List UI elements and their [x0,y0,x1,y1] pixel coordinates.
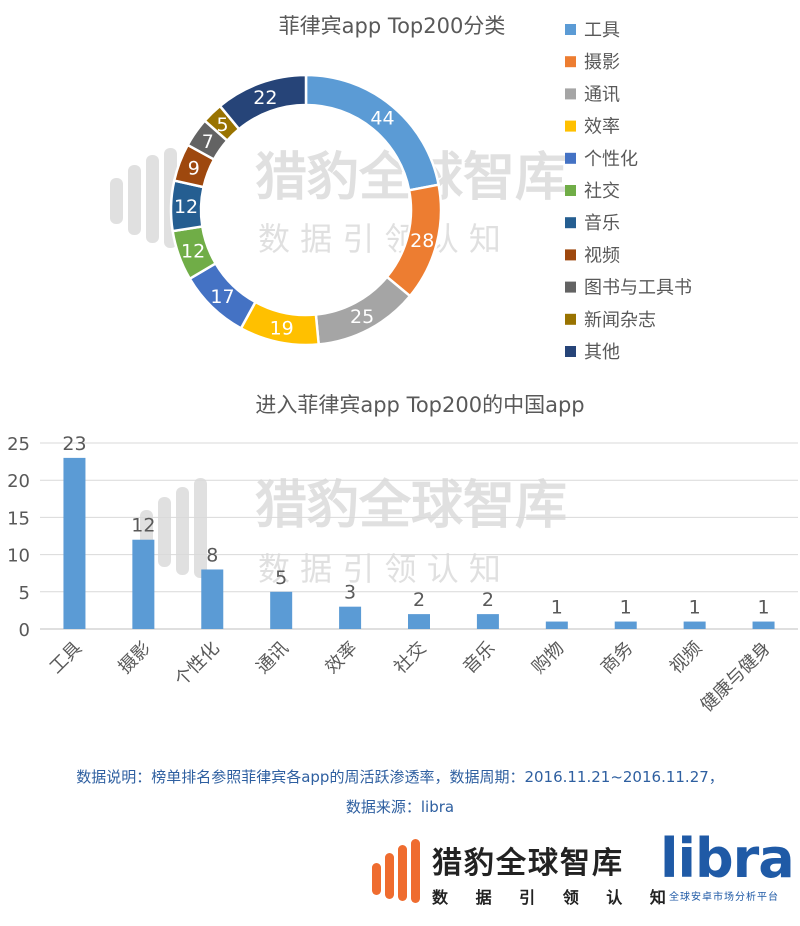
legend-swatch [565,152,576,164]
bar-value-label: 5 [275,567,287,589]
bar [408,614,430,629]
legend-label: 个性化 [584,149,638,170]
pie-slice-label: 19 [270,318,294,340]
bar-value-label: 1 [551,597,563,619]
bar [476,614,499,629]
libra-subtitle: 全球安卓市场分析平台 [669,892,779,903]
bar [545,621,568,629]
legend-label: 社交 [584,181,620,202]
bar-value-label: 12 [131,515,155,537]
pie-slice-label: 7 [202,131,214,153]
pie-slice-label: 12 [174,196,198,218]
watermark-name: 猎豹全球智库 [255,476,567,536]
bar [339,606,362,629]
pie-slice-label: 9 [188,158,200,180]
y-tick-label: 25 [7,434,30,455]
x-tick-label: 音乐 [459,638,499,678]
pie-slice-label: 17 [210,286,234,308]
x-tick-label: 效率 [321,638,361,678]
legend-swatch [565,313,576,325]
bar [614,621,637,629]
bar [683,621,706,629]
pie-slice-label: 25 [350,306,374,328]
y-tick-label: 0 [19,620,30,641]
donut-chart: 44 28 25 19 17 12 12 975 22 [169,73,443,347]
data-note-line2: 数据来源：libra [345,798,455,816]
legend-label: 音乐 [584,213,620,234]
pie-slice-label: 44 [370,108,394,130]
bar-value-label: 3 [344,582,356,604]
pie-slice-label: 12 [181,241,205,263]
data-note-line1: 数据说明：榜单排名参照菲律宾各app的周活跃渗透率，数据周期：2016.11.2… [76,768,724,786]
chart-canvas: 猎豹全球智库 数 据 引 领 认 知 猎豹全球智库 数 据 引 领 认 知 菲律… [7,14,798,716]
pie-title: 菲律宾app Top200分类 [279,14,506,38]
legend-label: 新闻杂志 [584,310,656,331]
legend-swatch [565,281,576,293]
legend-label: 图书与工具书 [584,278,692,299]
bar-title: 进入菲律宾app Top200的中国app [255,393,584,417]
y-tick-label: 15 [7,508,30,529]
cheetah-logo-icon [372,839,420,903]
legend-swatch [565,88,576,100]
x-tick-label: 摄影 [115,638,155,678]
bar [132,539,155,629]
x-tick-label: 通讯 [252,638,292,678]
watermark-logo-icon [110,148,177,248]
bar [270,591,293,629]
bar [752,621,775,629]
pie-slice-label: 5 [216,114,228,136]
data-note: 数据说明：榜单排名参照菲律宾各app的周活跃渗透率，数据周期：2016.11.2… [0,762,800,822]
pie-slice [218,73,308,131]
legend-swatch [565,120,576,132]
legend-label: 摄影 [584,52,620,73]
brand-name: 猎豹全球智库 [432,846,624,881]
x-tick-label: 个性化 [171,638,224,691]
bar-value-label: 1 [620,597,632,619]
bar [63,457,86,629]
bar-value-label: 1 [689,597,701,619]
bar-value-label: 1 [757,597,769,619]
x-tick-label: 工具 [46,638,86,678]
watermark-tagline: 数 据 引 领 认 知 [258,220,501,258]
libra-logo: libra 全球安卓市场分析平台 [660,827,795,904]
legend-swatch [565,24,576,35]
legend-label: 通讯 [584,84,620,105]
bar-y-axis: 0 5 10 15 20 25 [7,434,30,641]
x-tick-label: 视频 [666,638,706,678]
x-tick-label: 购物 [528,638,568,678]
x-tick-label: 社交 [390,638,430,678]
legend-label: 工具 [584,20,620,41]
legend-swatch [565,56,576,68]
brand-tagline: 数 据 引 领 认 知 [432,888,677,907]
bar-chart: 23 12 8 5 3 2 2 1 1 1 1 [62,433,775,629]
bar-value-label: 2 [482,589,494,611]
y-tick-label: 20 [7,471,30,492]
y-tick-label: 10 [7,546,30,567]
bar [201,569,224,629]
brand-block: 猎豹全球智库 数 据 引 领 认 知 [432,838,677,908]
bar-value-label: 8 [206,544,218,566]
bar-value-label: 23 [62,433,86,455]
legend-label: 效率 [584,117,620,138]
legend-label: 其他 [584,342,620,363]
legend-swatch [565,346,576,357]
bar-value-label: 2 [413,589,425,611]
x-tick-label: 商务 [597,638,637,678]
legend-swatch [565,217,576,229]
watermark-tagline: 数 据 引 领 认 知 [258,550,501,588]
y-tick-label: 5 [19,583,30,604]
x-tick-label: 健康与健身 [697,638,775,716]
pie-slice-label: 28 [410,230,434,252]
legend-label: 视频 [584,245,620,266]
legend-swatch [565,185,576,196]
pie-slice-label: 22 [253,87,277,109]
libra-wordmark: libra [660,827,795,890]
legend-swatch [565,249,576,261]
